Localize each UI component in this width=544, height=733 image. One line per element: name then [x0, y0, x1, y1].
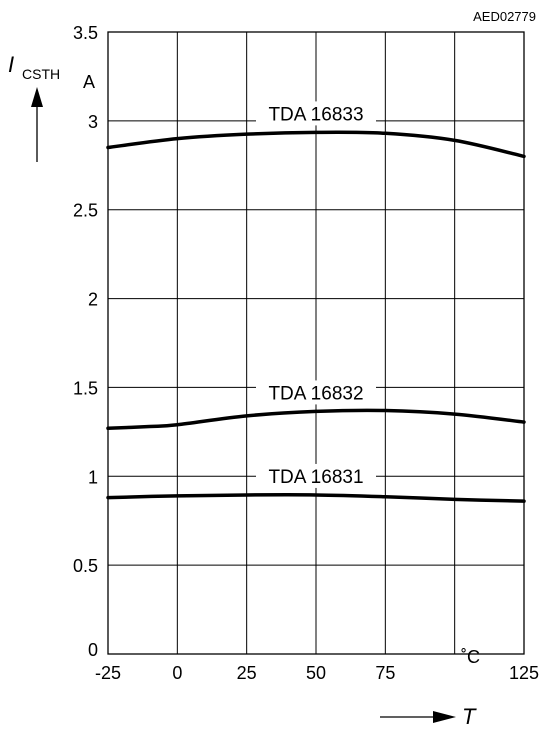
series-label-background [256, 463, 376, 488]
series-label-2: TDA 16832 [268, 383, 363, 404]
y-tick-label: 1 [88, 467, 98, 487]
x-tick-label: 25 [237, 663, 257, 683]
x-axis-arrow-icon [380, 711, 456, 723]
y-tick-label: 3.5 [73, 23, 98, 43]
series-line-2 [106, 408, 526, 431]
y-tick-label: 3 [88, 112, 98, 132]
y-tick-label: 1.5 [73, 378, 98, 398]
y-axis-unit: A [83, 72, 95, 92]
y-axis-arrow-icon [31, 87, 43, 162]
y-tick-label: 2 [88, 290, 98, 310]
y-tick-label: 2.5 [73, 201, 98, 221]
series-label-1: TDA 16833 [268, 104, 363, 125]
x-tick-label: 50 [306, 663, 326, 683]
series-lines [106, 130, 526, 503]
x-tick-label: 125 [509, 663, 539, 683]
y-axis-subscript: CSTH [22, 66, 60, 82]
x-tick-label: -25 [95, 663, 121, 683]
y-axis-symbol: I [8, 52, 14, 77]
x-tick-label: 0 [172, 663, 182, 683]
series-label-background [256, 380, 376, 405]
y-tick-label: 0.5 [73, 556, 98, 576]
y-axis-label: I CSTH [8, 52, 60, 82]
figure-code: AED02779 [473, 9, 536, 24]
series-line-3 [106, 493, 526, 503]
x-axis-unit: ˚C [461, 647, 480, 667]
series-line-1 [106, 130, 526, 159]
series-label-background [256, 101, 376, 126]
x-axis-symbol: T [462, 704, 477, 729]
x-tick-label: 75 [375, 663, 395, 683]
y-tick-label: 0 [88, 640, 98, 660]
grid [107, 31, 525, 655]
tick-labels: -25 0 25 50 75 125 0 0.5 1 1.5 2 2.5 3 3.5 [73, 23, 539, 683]
series-label-3: TDA 16831 [268, 467, 363, 488]
series-labels: TDA 16833 TDA 16832 TDA 16831 [256, 101, 376, 488]
